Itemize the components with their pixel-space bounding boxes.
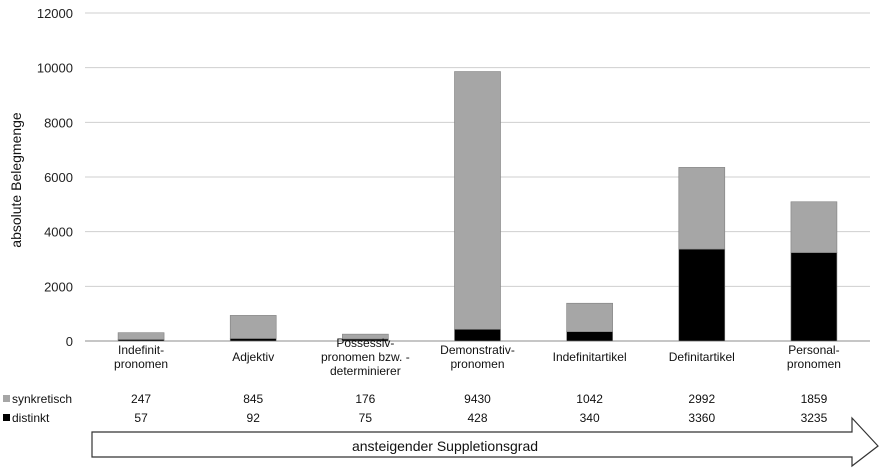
category-label: Indefinitartikel: [553, 350, 627, 364]
bar-distinkt: [790, 252, 838, 342]
y-tick-label: 8000: [44, 115, 73, 130]
bar-synkretisch: [566, 302, 613, 333]
legend-swatch-distinkt: [3, 414, 10, 421]
table-value-synkretisch: 9430: [464, 392, 491, 406]
category-label: Personal-pronomen: [787, 343, 841, 371]
table-value-synkretisch: 176: [355, 392, 375, 406]
y-axis-label: absolute Belegmenge: [8, 112, 24, 248]
table-value-distinkt: 3360: [688, 411, 715, 425]
table-value-synkretisch: 845: [243, 392, 263, 406]
category-labels: Indefinit-pronomen Adjektiv Possessiv-pron…: [114, 336, 841, 378]
table-value-synkretisch: 2992: [688, 392, 715, 406]
bars: [117, 71, 838, 342]
bar-synkretisch: [790, 201, 838, 253]
table-value-distinkt: 75: [359, 411, 373, 425]
legend-label-synkretisch: synkretisch: [12, 392, 72, 406]
y-tick-label: 4000: [44, 225, 73, 240]
bar-synkretisch: [229, 315, 277, 339]
bar-synkretisch: [454, 71, 501, 330]
bar-distinkt: [454, 329, 501, 342]
data-table: 57 247 92 845 75 176 428 9430 340 1042 3360 2992 323…: [3, 392, 828, 425]
bar-distinkt: [678, 248, 726, 342]
category-label: Demonstrativ-pronomen: [440, 343, 515, 371]
bar-synkretisch: [678, 167, 726, 250]
y-tick-label: 10000: [37, 61, 73, 76]
table-value-synkretisch: 1042: [576, 392, 603, 406]
y-tick-label: 2000: [44, 279, 73, 294]
y-tick-label: 0: [66, 334, 73, 349]
table-value-distinkt: 57: [134, 411, 148, 425]
bar-distinkt: [566, 331, 613, 342]
category-label: Adjektiv: [232, 350, 274, 364]
table-value-distinkt: 92: [247, 411, 261, 425]
category-label: Indefinit-pronomen: [114, 343, 168, 371]
table-value-distinkt: 3235: [801, 411, 828, 425]
table-value-distinkt: 340: [580, 411, 600, 425]
y-tick-label: 6000: [44, 170, 73, 185]
legend-label-distinkt: distinkt: [12, 411, 50, 425]
arrow-label: ansteigender Suppletionsgrad: [352, 438, 538, 454]
category-label: Definitartikel: [669, 350, 735, 364]
y-tick-label: 12000: [37, 6, 73, 21]
category-label: Possessiv-pronomen bzw. -determinierer: [321, 336, 410, 378]
table-value-distinkt: 428: [467, 411, 487, 425]
arrow-shape: [91, 416, 879, 468]
table-value-synkretisch: 1859: [801, 392, 828, 406]
bar-distinkt: [229, 338, 277, 342]
legend-swatch-synkretisch: [3, 395, 10, 402]
bar-synkretisch: [117, 332, 165, 340]
table-value-synkretisch: 247: [131, 392, 151, 406]
bar-synkretisch: [342, 333, 389, 340]
direction-arrow: ansteigender Suppletionsgrad: [91, 416, 879, 468]
y-axis-ticks: 0 2000 4000 6000 8000 10000 12000: [37, 6, 73, 349]
